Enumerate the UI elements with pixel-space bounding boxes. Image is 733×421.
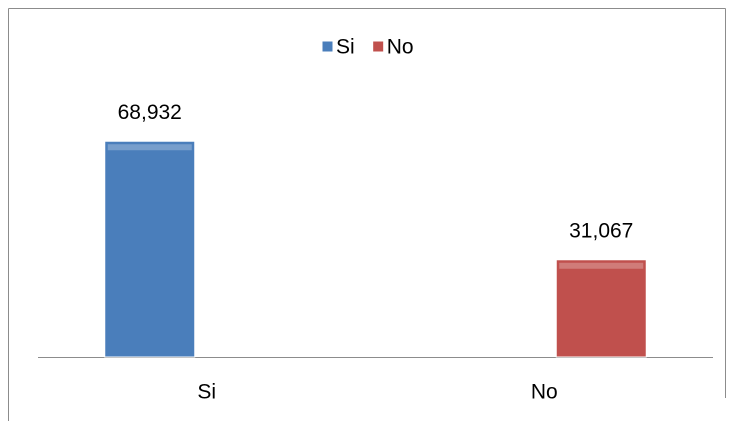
data-label: 31,067 <box>569 219 633 242</box>
bar <box>104 140 196 358</box>
bar-shine <box>107 144 192 151</box>
x-tick-label: Si <box>197 381 216 404</box>
bar <box>555 259 647 358</box>
data-label: 68,932 <box>118 101 182 124</box>
bar-shine <box>559 262 644 269</box>
x-tick-label: No <box>531 381 558 404</box>
legend-label: Si <box>336 36 355 59</box>
legend-label: No <box>387 36 414 59</box>
legend-swatch <box>372 40 385 53</box>
legend-swatch <box>321 40 334 53</box>
